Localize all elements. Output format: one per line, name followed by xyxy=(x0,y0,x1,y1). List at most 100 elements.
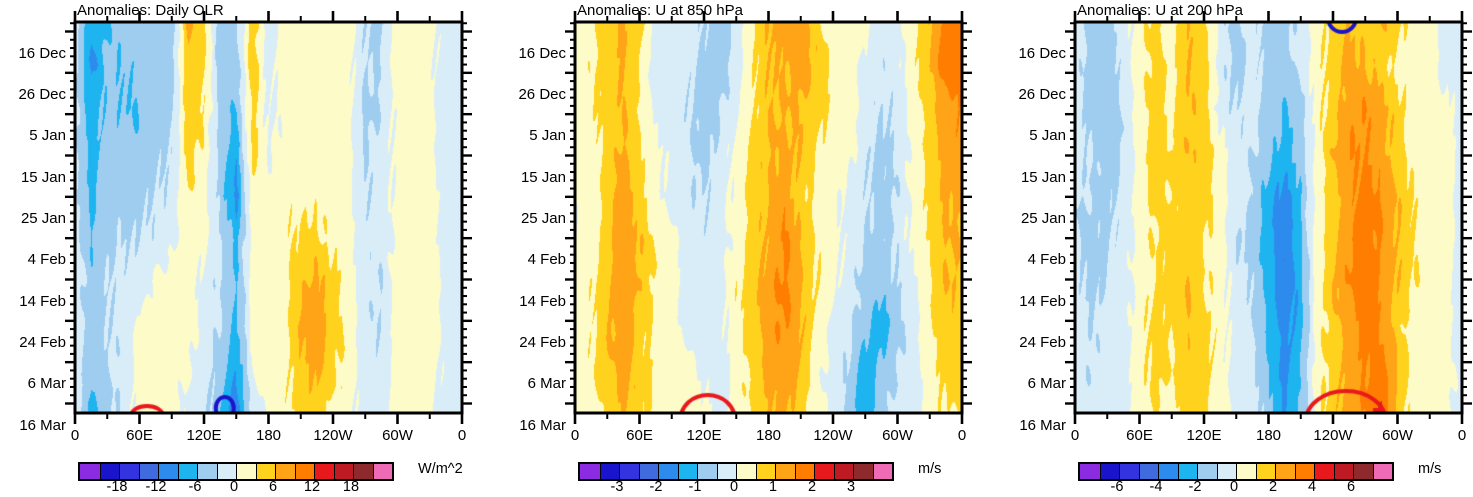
x-axis-label-u850: 120E xyxy=(686,427,722,444)
colorbar-cell xyxy=(1314,464,1334,479)
colorbar-cell xyxy=(138,464,158,479)
colorbar-cell xyxy=(1294,464,1314,479)
colorbar-tick-label-u200: 6 xyxy=(1346,479,1356,495)
colorbar-cell xyxy=(599,464,619,479)
colorbar-cell xyxy=(314,464,334,479)
x-axis-label-olr: 0 xyxy=(457,427,467,444)
y-axis-label-u200: 16 Mar xyxy=(1019,416,1066,434)
y-axis-label-u850: 26 Dec xyxy=(518,85,566,103)
contour-plot-u200 xyxy=(1075,22,1462,413)
colorbar-tick-label-u850: 1 xyxy=(768,479,778,495)
colorbar-tick-label-olr: 18 xyxy=(342,479,360,495)
contour-plot-olr xyxy=(75,22,462,413)
y-axis-label-u200: 5 Jan xyxy=(1029,127,1066,145)
x-axis-label-olr: 60W xyxy=(382,427,413,444)
y-axis-label-olr: 16 Dec xyxy=(18,44,66,62)
colorbar-cell xyxy=(755,464,775,479)
colorbar-tick-label-u850: 3 xyxy=(846,479,856,495)
colorbar-cell xyxy=(1099,464,1119,479)
colorbar-tick-label-olr: -12 xyxy=(145,479,167,495)
colorbar-tick-label-u850: -1 xyxy=(688,479,702,495)
y-axis-label-u200: 25 Jan xyxy=(1020,209,1066,227)
colorbar-tick-label-u850: 0 xyxy=(729,479,739,495)
x-axis-label-olr: 60E xyxy=(126,427,153,444)
colorbar-tick-label-u200: -6 xyxy=(1110,479,1124,495)
y-axis-label-u200: 15 Jan xyxy=(1020,168,1066,186)
colorbar-tick-label-u850: -2 xyxy=(649,479,663,495)
colorbar-tick-label-u200: -4 xyxy=(1149,479,1163,495)
colorbar-cell xyxy=(1158,464,1178,479)
colorbar-tick-label-u850: 2 xyxy=(807,479,817,495)
y-axis-label-olr: 14 Feb xyxy=(19,292,66,310)
colorbar-cell xyxy=(833,464,853,479)
colorbar-tick-label-olr: -6 xyxy=(188,479,202,495)
colorbar-tick-label-olr: 12 xyxy=(303,479,321,495)
x-axis-label-u200: 60W xyxy=(1382,427,1413,444)
x-axis-label-u850: 60E xyxy=(626,427,653,444)
colorbar-cell xyxy=(1197,464,1217,479)
x-axis-label-u850: 0 xyxy=(570,427,580,444)
x-axis-label-olr: 120E xyxy=(186,427,222,444)
colorbar-cell xyxy=(1216,464,1236,479)
y-axis-label-olr: 24 Feb xyxy=(19,333,66,351)
panel-title-u200: Anomalies: U at 200 hPa xyxy=(1077,2,1243,19)
y-axis-label-u850: 5 Jan xyxy=(529,127,566,145)
y-axis-label-u200: 6 Mar xyxy=(1027,375,1066,393)
x-axis-label-u200: 60E xyxy=(1126,427,1153,444)
colorbar-u200 xyxy=(1078,462,1394,481)
colorbar-tick-label-u200: 0 xyxy=(1229,479,1239,495)
colorbar-cell xyxy=(236,464,256,479)
y-axis-label-olr: 26 Dec xyxy=(18,85,66,103)
x-axis-label-u850: 0 xyxy=(957,427,967,444)
colorbar-cell xyxy=(619,464,639,479)
y-axis-label-u200: 16 Dec xyxy=(1018,44,1066,62)
colorbar-tick-label-olr: -18 xyxy=(106,479,128,495)
colorbar-cell xyxy=(255,464,275,479)
colorbar-cell xyxy=(1353,464,1373,479)
colorbar-cell xyxy=(1275,464,1295,479)
colorbar-cell xyxy=(275,464,295,479)
colorbar-cell xyxy=(794,464,814,479)
colorbar-tick-label-u200: 4 xyxy=(1307,479,1317,495)
colorbar-cell xyxy=(736,464,756,479)
colorbar-tick-label-u200: 2 xyxy=(1268,479,1278,495)
x-axis-label-u200: 0 xyxy=(1457,427,1467,444)
y-axis-label-olr: 6 Mar xyxy=(27,375,66,393)
colorbar-cell xyxy=(1372,464,1392,479)
x-axis-label-olr: 120W xyxy=(313,427,353,444)
y-axis-label-u850: 4 Feb xyxy=(527,251,566,269)
y-axis-label-u200: 26 Dec xyxy=(1018,85,1066,103)
x-axis-label-u850: 180 xyxy=(755,427,782,444)
y-axis-label-olr: 25 Jan xyxy=(20,209,66,227)
x-axis-label-u200: 0 xyxy=(1070,427,1080,444)
colorbar-cell xyxy=(216,464,236,479)
colorbar-cell xyxy=(294,464,314,479)
y-axis-label-u200: 24 Feb xyxy=(1019,333,1066,351)
colorbar-cell xyxy=(872,464,892,479)
colorbar-cell xyxy=(638,464,658,479)
y-axis-label-u850: 16 Mar xyxy=(519,416,566,434)
colorbar-cell xyxy=(197,464,217,479)
colorbar-unit-u200: m/s xyxy=(1418,461,1442,477)
y-axis-label-u850: 24 Feb xyxy=(519,333,566,351)
colorbar-unit-olr: W/m^2 xyxy=(418,461,463,477)
colorbar-olr xyxy=(78,462,394,481)
y-axis-label-u850: 6 Mar xyxy=(527,375,566,393)
y-axis-label-u850: 15 Jan xyxy=(520,168,566,186)
colorbar-cell xyxy=(1080,464,1100,479)
colorbar-cell xyxy=(372,464,392,479)
colorbar-cell xyxy=(1138,464,1158,479)
colorbar-cell xyxy=(697,464,717,479)
colorbar-cell xyxy=(353,464,373,479)
x-axis-label-u850: 60W xyxy=(882,427,913,444)
colorbar-cell xyxy=(80,464,100,479)
colorbar-cell xyxy=(853,464,873,479)
y-axis-label-u850: 16 Dec xyxy=(518,44,566,62)
panel-title-u850: Anomalies: U at 850 hPa xyxy=(577,2,743,19)
x-axis-label-u200: 120W xyxy=(1313,427,1353,444)
x-axis-label-olr: 180 xyxy=(255,427,282,444)
colorbar-cell xyxy=(658,464,678,479)
y-axis-label-olr: 4 Feb xyxy=(27,251,66,269)
colorbar-unit-u850: m/s xyxy=(918,461,942,477)
